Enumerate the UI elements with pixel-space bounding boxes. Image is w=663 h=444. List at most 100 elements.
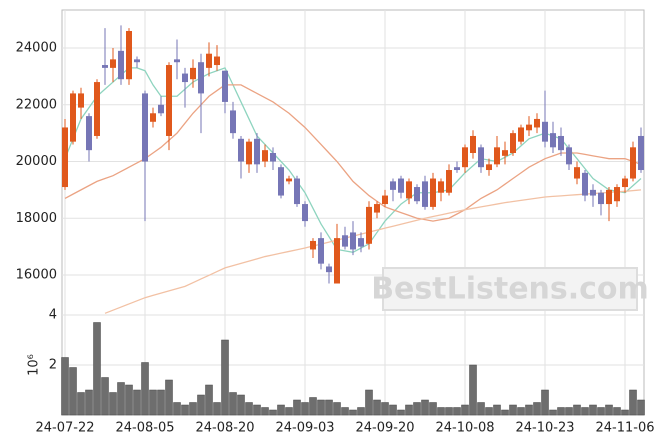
volume-bar [541,389,549,416]
volume-bar [373,399,381,416]
candle-body [206,53,212,68]
candle-body [614,187,620,202]
volume-bar [637,399,645,416]
volume-bar [405,404,413,416]
candle-body [246,141,252,165]
y-tick-label: 18000 [16,211,57,226]
volume-bar [245,402,253,416]
candle-body [382,195,388,205]
volume-bar [109,392,117,416]
candle-body [590,189,596,196]
candle-body [406,181,412,199]
volume-bar [293,399,301,416]
candle-body [542,121,548,142]
volume-bar [157,389,165,416]
volume-bar [309,397,317,416]
volume-bar [101,377,109,416]
volume-bar [357,407,365,416]
candle-body [398,178,404,193]
volume-bar [509,404,517,416]
volume-bar [229,392,237,416]
volume-bar [69,367,77,416]
volume-bar [61,357,69,416]
candle-body [182,73,188,83]
volume-bar [493,404,501,416]
candle-body [150,113,156,122]
candle-body [494,147,500,165]
volume-bar [605,404,613,416]
candle-body [566,147,572,165]
volume-bar [317,399,325,416]
candle-body [174,59,180,63]
volume-bar [533,402,541,416]
candle-body [286,178,292,182]
candle-body [374,204,380,213]
volume-bar [557,407,565,416]
x-tick-label: 24-11-06 [595,421,654,436]
volume-bar [253,404,261,416]
candle-body [502,150,508,156]
candle-body [70,93,76,142]
candle-body [606,189,612,205]
candle-body [214,56,220,66]
volume-bar [501,409,509,416]
volume-bar [149,389,157,416]
y-tick-label: 16000 [16,267,57,282]
volume-bar [205,384,213,416]
volume-bar [429,402,437,416]
candle-body [254,138,260,165]
candle-body [430,178,436,207]
y-tick-label: 20000 [16,154,57,169]
volume-bar [85,389,93,416]
volume-bar [581,407,589,416]
volume-bar [485,407,493,416]
candle-body [310,240,316,250]
candle-body [414,187,420,202]
volume-bar [413,402,421,416]
candle-body [142,93,148,162]
volume-bar [285,407,293,416]
x-tick-label: 24-10-08 [435,421,494,436]
watermark-text: BestListens.com [371,272,649,307]
volume-bar [517,407,525,416]
volume-bar [77,392,85,416]
candle-body [262,150,268,162]
volume-bar [365,389,373,416]
volume-bar [325,399,333,416]
candle-body [198,62,204,94]
candle-body [526,124,532,131]
candle-body [270,152,276,162]
volume-bar [237,394,245,416]
volume-bar [397,409,405,416]
candle-body [158,104,164,114]
candle-body [550,133,556,148]
candle-body [86,116,92,151]
volume-bar [189,402,197,416]
candle-body [166,65,172,136]
volume-bar [261,407,269,416]
volume-bar [525,404,533,416]
volume-bar [453,407,461,416]
candle-body [630,147,636,179]
candle-body [574,167,580,179]
candle-body [350,232,356,250]
candle-body [510,133,516,153]
x-tick-label: 24-07-22 [35,421,94,436]
volume-bar [173,402,181,416]
volume-bar [549,409,557,416]
volume-bar [629,389,637,416]
candle-body [462,147,468,168]
candle-body [62,127,68,188]
volume-bar [141,362,149,416]
candle-body [366,206,372,244]
volume-bar [597,407,605,416]
candle-body [470,135,476,153]
candle-body [358,238,364,247]
candle-body [534,118,540,128]
moving-average-line [104,189,642,314]
volume-axis-label: 10⁶ [27,354,42,376]
candle-body [334,238,340,284]
candle-body [318,238,324,264]
candle-body [118,50,124,80]
volume-bar [341,407,349,416]
